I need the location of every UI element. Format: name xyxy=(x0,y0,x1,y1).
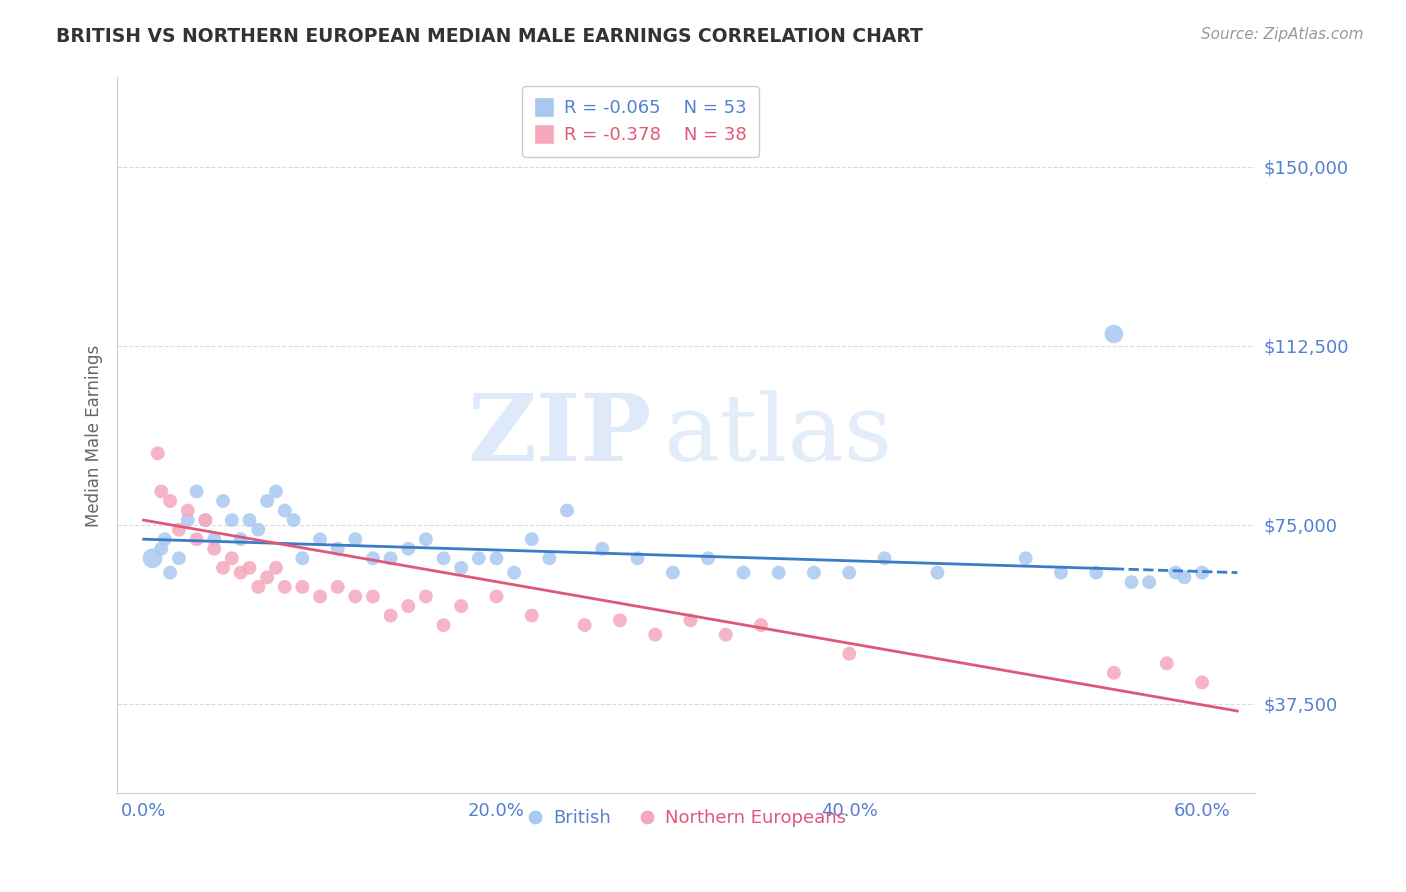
Point xyxy=(1102,665,1125,680)
Point xyxy=(274,503,297,517)
Point xyxy=(503,566,526,580)
Point xyxy=(153,532,176,546)
Point xyxy=(380,551,402,566)
Point xyxy=(291,580,314,594)
Point xyxy=(264,561,287,575)
Text: ZIP: ZIP xyxy=(468,391,652,481)
Point xyxy=(803,566,825,580)
Point xyxy=(177,513,200,527)
Point xyxy=(697,551,720,566)
Point xyxy=(344,532,367,546)
Point xyxy=(485,551,508,566)
Point xyxy=(274,580,297,594)
Point xyxy=(221,513,243,527)
Point xyxy=(212,494,235,508)
Point xyxy=(247,523,270,537)
Point xyxy=(238,513,260,527)
Point xyxy=(264,484,287,499)
Point xyxy=(1014,551,1036,566)
Point xyxy=(283,513,305,527)
Point xyxy=(609,613,631,627)
Point xyxy=(1050,566,1073,580)
Point xyxy=(873,551,896,566)
Point xyxy=(927,566,949,580)
Point xyxy=(838,566,860,580)
Point xyxy=(733,566,755,580)
Point xyxy=(141,551,163,566)
Point xyxy=(1173,570,1195,584)
Point xyxy=(396,541,419,556)
Point xyxy=(1085,566,1108,580)
Point xyxy=(202,541,225,556)
Point xyxy=(361,590,384,604)
Point xyxy=(415,590,437,604)
Point xyxy=(520,608,543,623)
Point xyxy=(256,570,278,584)
Point xyxy=(291,551,314,566)
Point xyxy=(159,566,181,580)
Point xyxy=(468,551,491,566)
Point xyxy=(146,446,169,460)
Point xyxy=(555,503,578,517)
Point xyxy=(150,541,173,556)
Point xyxy=(309,590,332,604)
Point xyxy=(202,532,225,546)
Point xyxy=(326,580,349,594)
Point xyxy=(229,566,252,580)
Legend: British, Northern Europeans: British, Northern Europeans xyxy=(519,802,853,834)
Point xyxy=(679,613,702,627)
Point xyxy=(326,541,349,556)
Point xyxy=(309,532,332,546)
Point xyxy=(1102,326,1125,341)
Point xyxy=(186,484,208,499)
Point xyxy=(626,551,648,566)
Text: BRITISH VS NORTHERN EUROPEAN MEDIAN MALE EARNINGS CORRELATION CHART: BRITISH VS NORTHERN EUROPEAN MEDIAN MALE… xyxy=(56,27,924,45)
Point xyxy=(229,532,252,546)
Point xyxy=(591,541,613,556)
Point xyxy=(1137,575,1160,590)
Point xyxy=(247,580,270,594)
Point xyxy=(485,590,508,604)
Point xyxy=(415,532,437,546)
Point xyxy=(714,627,737,641)
Point xyxy=(396,599,419,613)
Text: atlas: atlas xyxy=(664,391,893,481)
Point xyxy=(150,484,173,499)
Point xyxy=(838,647,860,661)
Point xyxy=(159,494,181,508)
Point xyxy=(1156,657,1178,671)
Point xyxy=(238,561,260,575)
Point xyxy=(167,551,190,566)
Point xyxy=(221,551,243,566)
Point xyxy=(520,532,543,546)
Point xyxy=(361,551,384,566)
Point xyxy=(344,590,367,604)
Point xyxy=(212,561,235,575)
Point xyxy=(450,561,472,575)
Point xyxy=(574,618,596,632)
Point xyxy=(167,523,190,537)
Point xyxy=(432,618,454,632)
Point xyxy=(1191,566,1213,580)
Point xyxy=(194,513,217,527)
Point xyxy=(662,566,685,580)
Point xyxy=(1164,566,1187,580)
Point xyxy=(644,627,666,641)
Point xyxy=(186,532,208,546)
Point xyxy=(538,551,561,566)
Point xyxy=(1121,575,1143,590)
Point xyxy=(1191,675,1213,690)
Point xyxy=(177,503,200,517)
Point xyxy=(256,494,278,508)
Point xyxy=(450,599,472,613)
Y-axis label: Median Male Earnings: Median Male Earnings xyxy=(86,344,103,526)
Point xyxy=(194,513,217,527)
Text: Source: ZipAtlas.com: Source: ZipAtlas.com xyxy=(1201,27,1364,42)
Point xyxy=(380,608,402,623)
Point xyxy=(432,551,454,566)
Point xyxy=(768,566,790,580)
Point xyxy=(749,618,772,632)
